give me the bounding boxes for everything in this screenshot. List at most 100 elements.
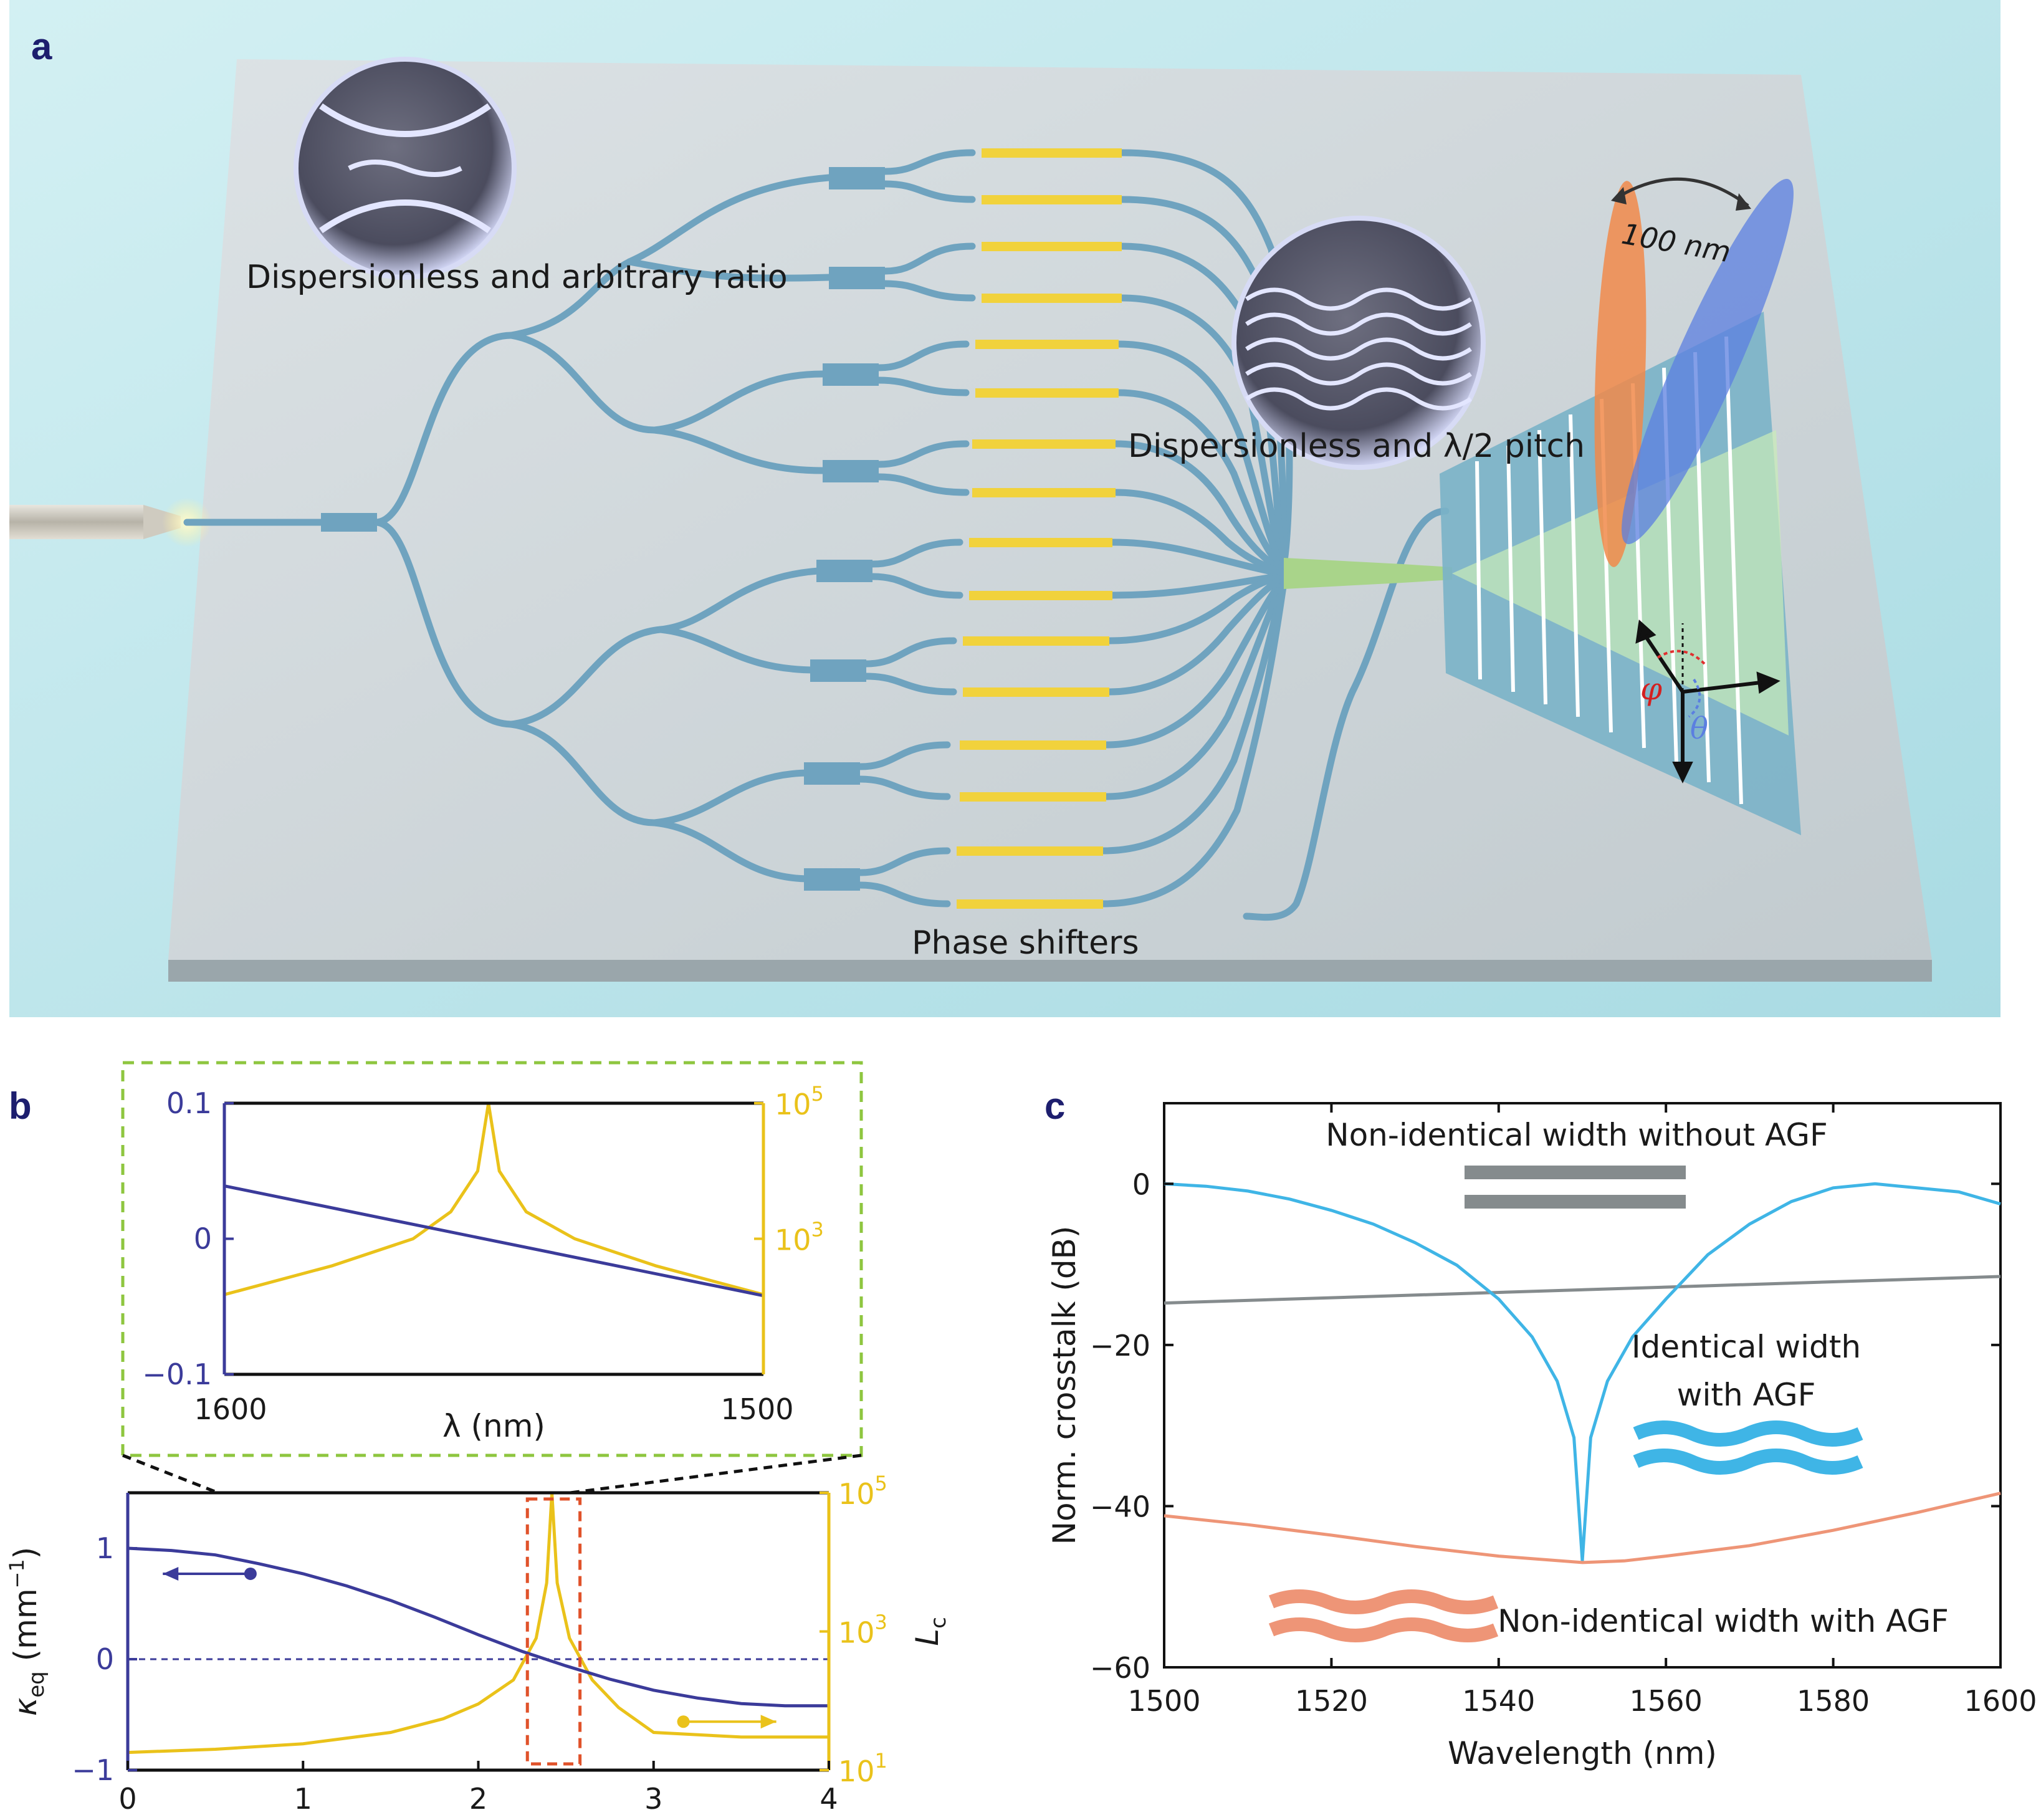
input-fiber [9,497,212,547]
chip-side [168,960,1932,982]
tick-label-x: 1540 [1462,1684,1535,1718]
plot-area [1163,1102,2002,1669]
series-kappa [224,1184,764,1298]
y-right-sub: c [926,1617,951,1629]
tick-label-right-exp: 3 [811,1218,824,1242]
series-lc [127,1492,829,1755]
tick-label-right-exp: 1 [875,1749,887,1773]
tick-label-y: −20 [1090,1329,1150,1363]
label-dispersionless-ratio: Dispersionless and arbitrary ratio [246,259,788,296]
tick-label-right-base: 10 [838,1477,875,1511]
tick-label-x: 4 [820,1782,838,1816]
tick-label-left: 0.1 [166,1086,212,1120]
coupler-bubble [294,57,517,280]
x-axis-label: λ (nm) [442,1408,545,1444]
tick-label-x: 1600 [1964,1684,2037,1718]
x-axis-label: Wavelength (nm) [1448,1735,1717,1771]
label-phase-shifters: Phase shifters [912,924,1139,962]
splitter-level-1 [321,513,377,532]
series-2 [1164,1492,2001,1564]
tick-label-right-base: 10 [775,1224,811,1257]
tick-label-right: 103 [838,1611,887,1650]
tick-label-left: −0.1 [142,1358,212,1391]
y-left-unit-exp: −1 [5,1559,29,1588]
label-dispersionless-pitch: Dispersionless and λ/2 pitch [1128,428,1585,465]
arrow-left-head [163,1566,179,1581]
tick-label-y: 0 [1132,1167,1150,1201]
tick-label-x: 1 [294,1782,312,1816]
beam-sweep-arrow [1613,177,1749,207]
y-left-label: κeq (mm−1) [5,1547,49,1716]
array-bubble [1231,216,1486,470]
y-right-label: Lc [909,1617,951,1646]
arrow-right-dot [677,1715,690,1728]
arrow-right-head [760,1715,777,1729]
tick-label-right-base: 10 [838,1616,875,1650]
beam-blue [1622,178,1794,545]
taper [1284,558,1452,589]
tick-label-x: 1600 [194,1392,267,1426]
tick-label-left: −1 [72,1753,114,1787]
tick-label-x: 3 [644,1782,662,1816]
phi-label: φ [1640,671,1662,707]
panel-b-letter: b [9,1085,32,1127]
plot-area [128,1493,829,1770]
panel-c: c 1500 1520 1540 1560 1580 1600 0 −20 −40 −60 Wave… [1044,1085,2037,1771]
tick-label-x: 1500 [720,1392,793,1426]
tick-label-right-base: 10 [838,1755,875,1788]
legend-icon-gray [1465,1166,1686,1209]
splitters [804,167,885,891]
highlight-box [525,1497,582,1766]
tick-label-y: −40 [1090,1490,1150,1523]
arrow-left-dot [244,1567,257,1580]
panel-a-letter: a [31,26,52,67]
tick-label-x: 2 [469,1782,487,1816]
series-label-gray: Non-identical width without AGF [1326,1117,1828,1153]
plot-area [224,1103,763,1374]
tick-label-right: 101 [838,1749,887,1788]
tick-label-left: 0 [194,1222,212,1256]
legend-icon-blue [1633,1420,1863,1475]
series-label-blue-2: with AGF [1677,1377,1816,1413]
tick-label-right-exp: 3 [875,1611,887,1634]
panel-a: a [9,0,2000,1017]
coordinate-axes [1635,620,1780,783]
y-left-sub: eq [24,1671,49,1698]
series-1 [1164,1182,2001,1561]
inset-frame [121,1061,863,1457]
series-label-orange: Non-identical width with AGF [1498,1603,1949,1639]
tick-label-x: 1520 [1295,1684,1368,1718]
tick-label-right-exp: 5 [875,1472,887,1495]
tick-label-y: −60 [1090,1651,1150,1685]
legend-icon-orange [1268,1589,1499,1642]
tick-label-x: 0 [118,1782,136,1816]
series-label-blue-1: Identical width [1632,1329,1861,1365]
panel-c-letter: c [1044,1085,1065,1127]
tick-label-x: 1580 [1797,1684,1870,1718]
tick-label-x: 1560 [1630,1684,1703,1718]
tick-label-right-exp: 5 [811,1082,824,1106]
tick-label-right-base: 10 [775,1088,811,1121]
tick-label-right: 103 [775,1218,824,1257]
y-left-close: ) [7,1547,44,1559]
series-kappa [127,1546,829,1708]
x-axis-label: a [444,1816,463,1820]
tick-label-left: 1 [96,1531,114,1565]
y-axis-label: Norm. crosstalk (dB) [1046,1226,1083,1545]
waveguide-network [183,149,1450,921]
phase-shifters [957,148,1122,909]
chart-c: 1500 1520 1540 1560 1580 1600 0 −20 −40 −60 Wavele… [1046,1102,2037,1771]
theta-label: θ [1690,711,1708,746]
y-left-unit: (mm [7,1588,44,1671]
tick-label-left: 0 [96,1642,114,1676]
y-left-symbol: κ [7,1697,44,1716]
tick-label-right: 105 [775,1082,824,1121]
series-0 [1164,1275,2001,1305]
y-right-symbol: L [909,1629,945,1646]
tick-label-x: 1500 [1127,1684,1200,1718]
chip-surface [168,59,1932,960]
